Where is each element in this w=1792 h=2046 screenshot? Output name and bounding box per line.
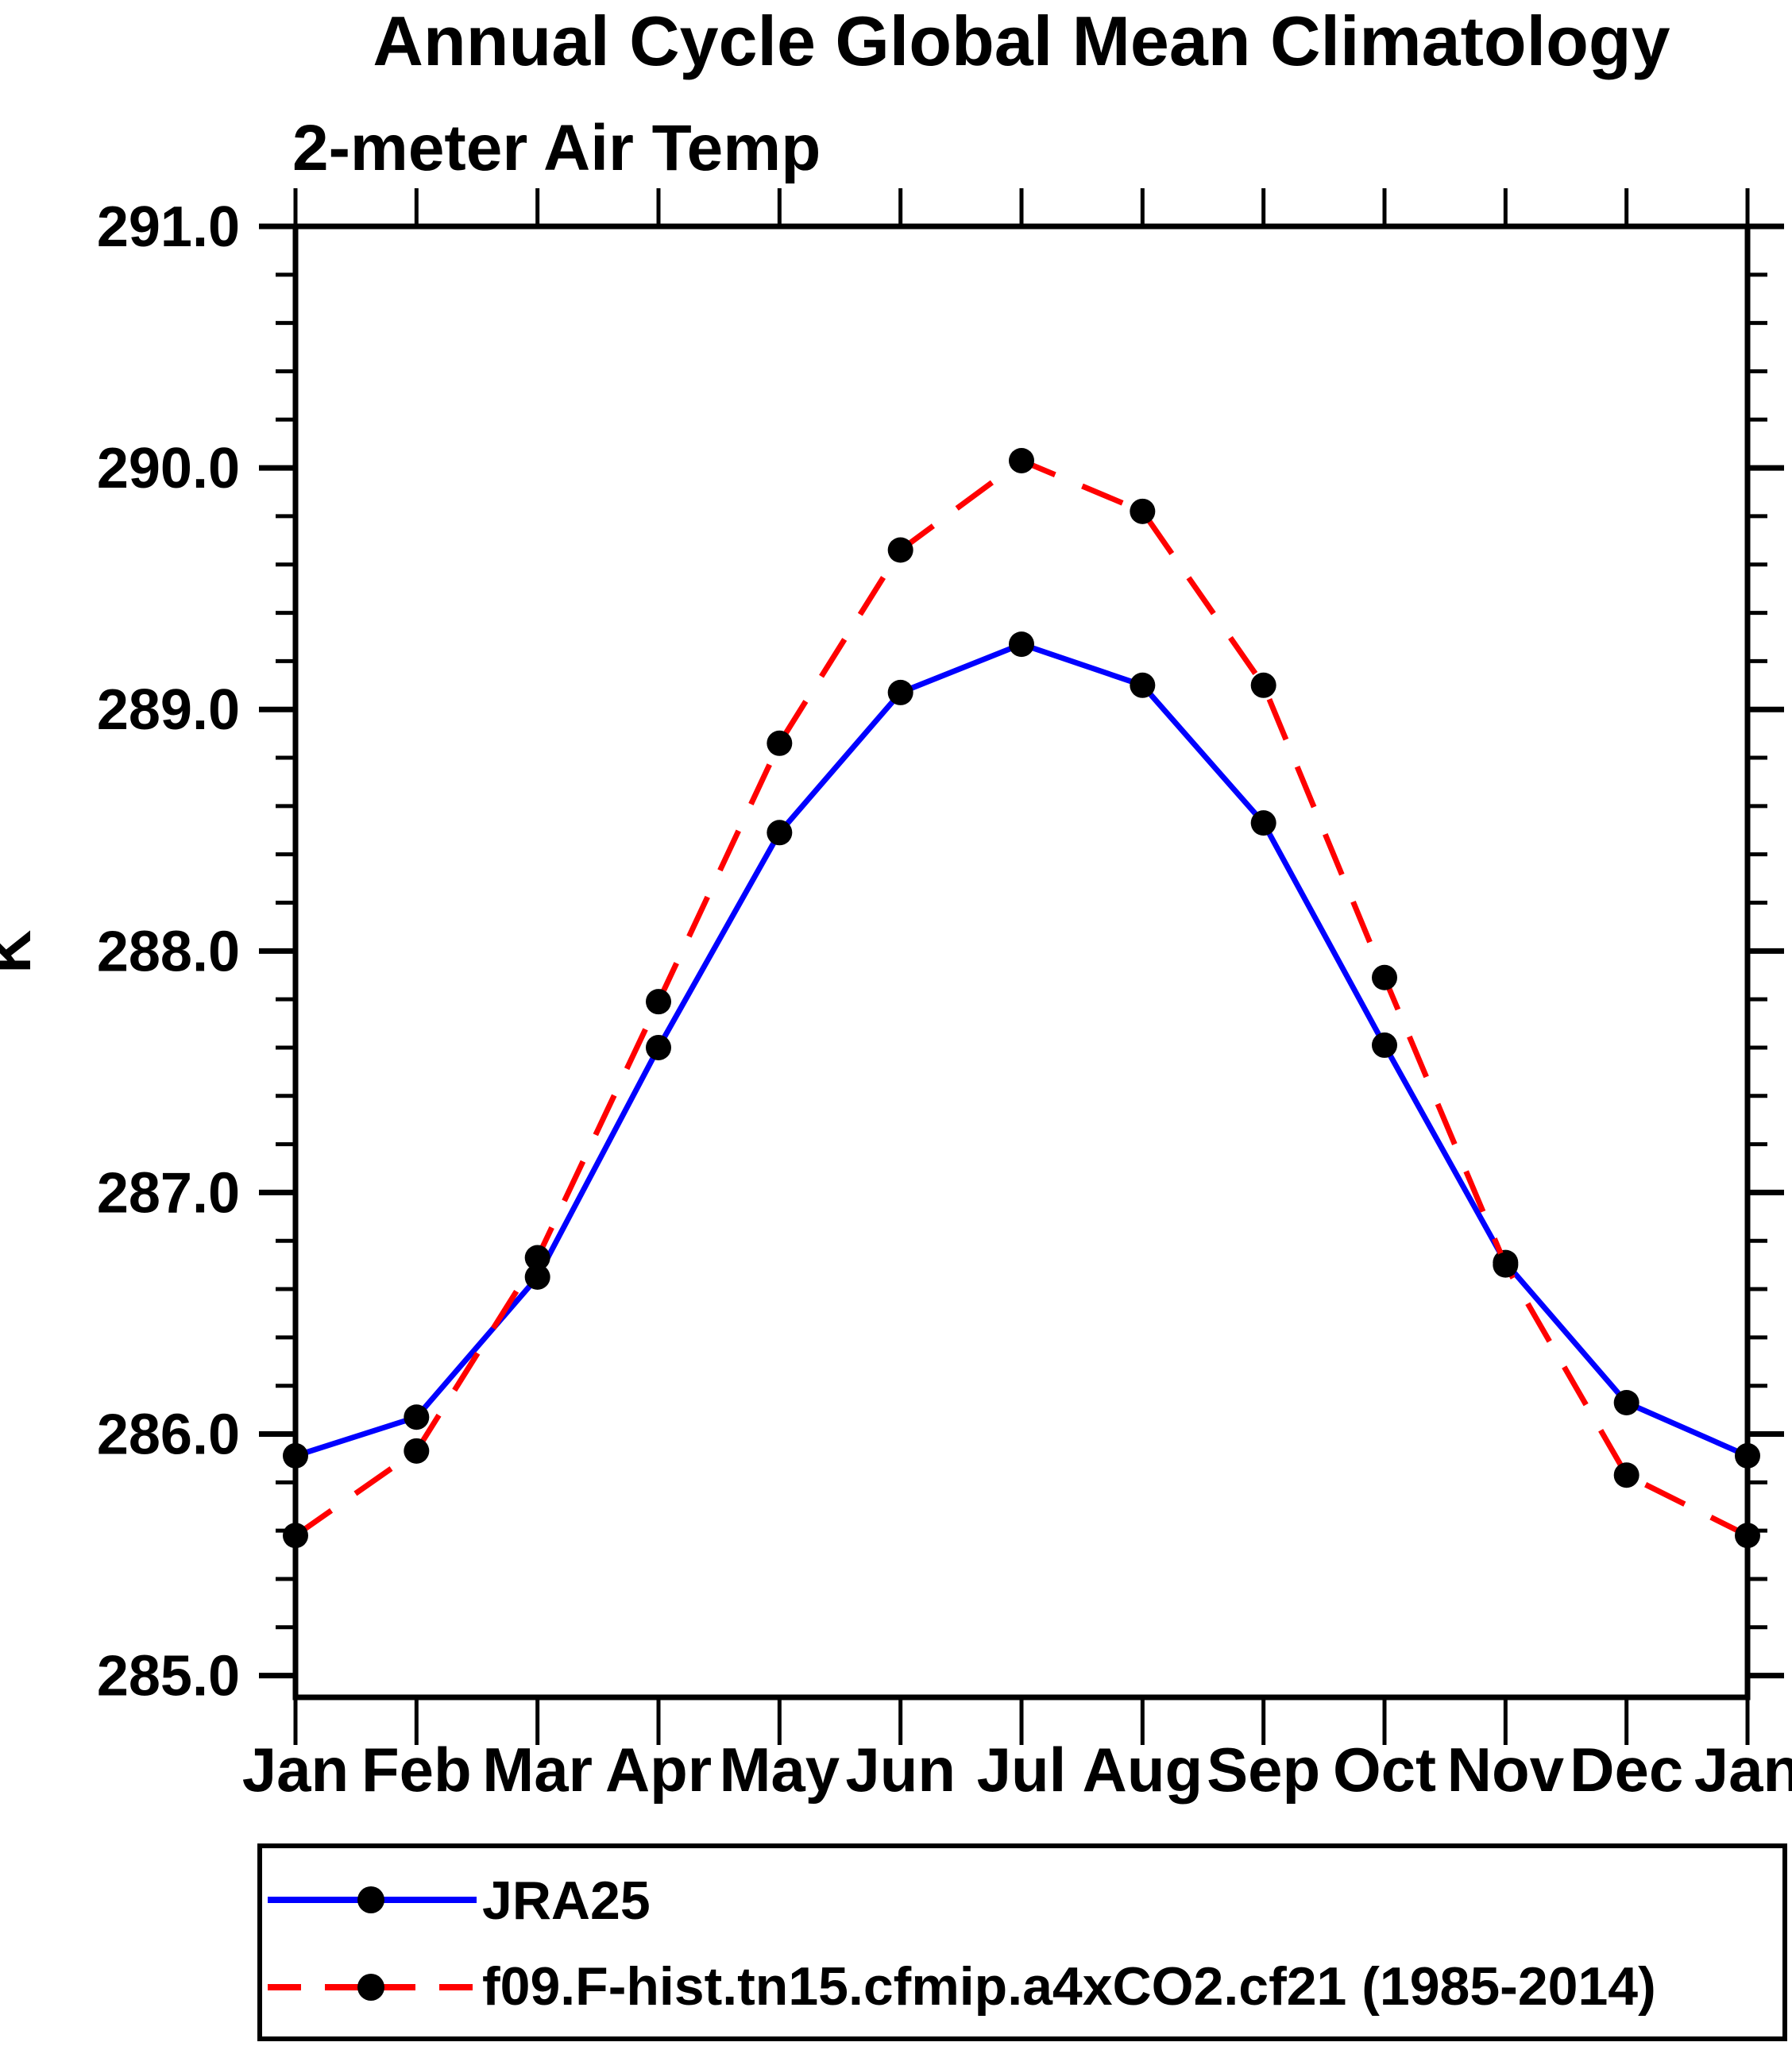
- x-tick-label: Aug: [1083, 1735, 1203, 1805]
- data-point: [887, 679, 913, 705]
- x-tick-label: Nov: [1447, 1735, 1565, 1805]
- x-tick-label: Oct: [1333, 1735, 1436, 1805]
- data-point: [1250, 810, 1276, 836]
- y-tick-label: 288.0: [97, 920, 240, 983]
- y-tick-label: 286.0: [97, 1403, 240, 1467]
- x-tick-label: Jan: [242, 1735, 349, 1805]
- series-line-f09: [293, 457, 1749, 1538]
- data-point: [1372, 964, 1397, 990]
- legend-label-f09: f09.F-hist.tn15.cfmip.a4xCO2.cf21 (1985-…: [482, 1956, 1656, 2017]
- x-tick-label: Feb: [361, 1735, 472, 1805]
- data-point: [404, 1404, 430, 1430]
- legend: JRA25 f09.F-hist.tn15.cfmip.a4xCO2.cf21 …: [257, 1843, 1787, 2041]
- legend-box: [257, 1843, 1787, 2041]
- data-point: [524, 1264, 550, 1290]
- data-point: [283, 1523, 308, 1549]
- data-point: [767, 730, 793, 756]
- data-point: [1613, 1389, 1639, 1415]
- data-point: [1735, 1442, 1760, 1469]
- data-point: [1130, 672, 1156, 698]
- y-axis-label: K: [0, 929, 44, 973]
- plot-frame: [292, 223, 1751, 1700]
- data-point: [767, 820, 793, 846]
- y-tick-label: 287.0: [97, 1161, 240, 1225]
- y-tick-label: 290.0: [97, 437, 240, 500]
- series-line-jra25: [294, 641, 1749, 1459]
- data-point: [1372, 1032, 1397, 1058]
- x-tick-label: Sep: [1207, 1735, 1320, 1805]
- x-tick-label: Mar: [482, 1735, 593, 1805]
- chart-title: Annual Cycle Global Mean Climatology: [373, 2, 1670, 80]
- chart-subtitle: 2-meter Air Temp: [292, 112, 821, 184]
- data-point: [1130, 498, 1156, 524]
- legend-marker-icon: [357, 1886, 384, 1913]
- data-point: [1009, 631, 1034, 658]
- data-point: [1493, 1252, 1519, 1278]
- legend-item-jra25: JRA25: [268, 1870, 651, 1931]
- x-tick-label: Jun: [845, 1735, 956, 1805]
- x-tick-label: May: [719, 1735, 840, 1805]
- y-tick-label: 285.0: [97, 1645, 240, 1708]
- data-point: [1735, 1523, 1760, 1549]
- data-point: [1613, 1462, 1639, 1488]
- x-tick-label: Jan: [1694, 1735, 1792, 1805]
- data-point: [283, 1442, 308, 1469]
- legend-item-f09: f09.F-hist.tn15.cfmip.a4xCO2.cf21 (1985-…: [268, 1956, 1656, 2017]
- x-tick-label: Apr: [605, 1735, 712, 1805]
- data-point: [404, 1438, 430, 1464]
- data-point: [524, 1245, 550, 1271]
- legend-marker-icon: [357, 1974, 384, 2001]
- data-point: [646, 989, 671, 1015]
- x-tick-label: Dec: [1570, 1735, 1683, 1805]
- data-point: [887, 537, 913, 563]
- x-tick-label: Jul: [977, 1735, 1067, 1805]
- y-tick-label: 291.0: [97, 195, 240, 259]
- data-point: [646, 1034, 671, 1060]
- data-point: [1009, 447, 1034, 473]
- y-tick-label: 289.0: [97, 678, 240, 742]
- legend-label-jra25: JRA25: [482, 1870, 651, 1931]
- data-point: [1250, 672, 1276, 698]
